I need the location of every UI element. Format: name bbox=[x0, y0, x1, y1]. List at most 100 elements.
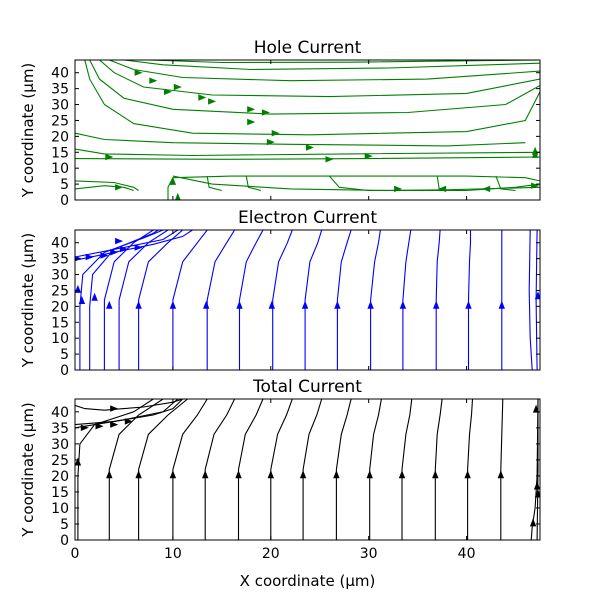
y-tick-label: 25 bbox=[51, 113, 69, 129]
flow-arrow bbox=[110, 405, 119, 412]
y-tick-label: 0 bbox=[60, 363, 69, 379]
y-tick-label: 40 bbox=[51, 236, 69, 252]
y-tick-label: 10 bbox=[51, 501, 69, 517]
total-current-title: Total Current bbox=[252, 377, 362, 397]
flow-arrow bbox=[85, 253, 94, 261]
flow-arrow bbox=[78, 296, 86, 304]
axes-frame bbox=[74, 59, 541, 201]
flow-arrow bbox=[202, 470, 209, 479]
flow-arrow bbox=[119, 245, 128, 253]
flow-arrow bbox=[433, 300, 440, 309]
flow-arrow bbox=[261, 109, 270, 116]
flow-arrow bbox=[75, 457, 82, 466]
y-tick-label: 40 bbox=[51, 405, 69, 421]
hole-current-title: Hole Current bbox=[254, 38, 362, 58]
plot-area bbox=[75, 230, 540, 370]
flow-arrow bbox=[464, 470, 471, 479]
flow-arrow bbox=[247, 118, 256, 126]
streamline bbox=[530, 399, 539, 540]
streamline bbox=[148, 60, 540, 64]
streamline bbox=[172, 399, 208, 540]
streamline bbox=[99, 60, 540, 98]
flow-arrow bbox=[236, 300, 243, 309]
y-tick-label: 10 bbox=[51, 161, 69, 177]
y-tick-label: 30 bbox=[51, 98, 69, 114]
streamline bbox=[495, 175, 516, 192]
flow-arrow bbox=[497, 470, 504, 479]
flow-arrow bbox=[149, 77, 158, 84]
streamline bbox=[245, 176, 262, 192]
flow-arrow bbox=[169, 300, 177, 309]
flow-arrow bbox=[267, 470, 274, 479]
streamline bbox=[204, 399, 236, 540]
flow-arrow bbox=[110, 421, 119, 428]
flow-arrow bbox=[333, 470, 340, 479]
streamline bbox=[79, 230, 164, 370]
y-tick-label: 0 bbox=[60, 193, 69, 209]
streamline bbox=[84, 60, 540, 136]
streamline bbox=[467, 230, 472, 370]
y-tick-label: 35 bbox=[51, 421, 69, 437]
flow-arrow bbox=[174, 192, 181, 200]
flow-arrow bbox=[198, 94, 207, 101]
streamline bbox=[528, 230, 533, 370]
y-tick-label: 30 bbox=[51, 437, 69, 453]
flow-arrow bbox=[399, 300, 407, 309]
streamline bbox=[89, 60, 540, 115]
axes-frame bbox=[74, 229, 541, 371]
flow-arrow bbox=[247, 106, 256, 113]
streamline bbox=[336, 230, 352, 370]
hole-current-ylabel: Y coordinate (µm) bbox=[19, 63, 37, 199]
y-tick-label: 15 bbox=[51, 315, 69, 331]
flow-arrow bbox=[465, 300, 472, 309]
flow-arrow bbox=[268, 300, 275, 309]
flow-arrow bbox=[173, 83, 182, 91]
x-tick-label: 40 bbox=[458, 546, 476, 562]
y-tick-label: 10 bbox=[51, 331, 69, 347]
total-current-ylabel: Y coordinate (µm) bbox=[19, 402, 37, 538]
flow-arrow bbox=[394, 185, 403, 193]
streamline bbox=[335, 399, 352, 540]
flow-arrow bbox=[325, 156, 334, 163]
flow-arrow bbox=[100, 252, 109, 259]
flow-arrow bbox=[124, 418, 133, 425]
y-tick-label: 5 bbox=[60, 177, 69, 193]
flow-arrow bbox=[235, 470, 242, 479]
y-tick-label: 0 bbox=[60, 533, 69, 549]
flow-arrow bbox=[134, 244, 143, 251]
flow-arrow bbox=[169, 176, 177, 185]
flow-arrow bbox=[105, 153, 114, 161]
y-tick-label: 5 bbox=[60, 517, 69, 533]
streamline bbox=[75, 148, 540, 157]
x-tick-label: 0 bbox=[71, 546, 80, 562]
y-tick-label: 35 bbox=[51, 82, 69, 98]
plot-area bbox=[75, 399, 540, 540]
y-tick-label: 15 bbox=[51, 145, 69, 161]
y-tick-label: 5 bbox=[60, 347, 69, 363]
streamline bbox=[108, 399, 164, 540]
streamline bbox=[401, 399, 413, 540]
y-tick-label: 15 bbox=[51, 485, 69, 501]
flow-arrow bbox=[529, 518, 537, 527]
hole-current-panel: Hole Current Y coordinate (µm) 051015202… bbox=[19, 38, 541, 209]
flow-arrow bbox=[203, 300, 210, 309]
flow-arrow bbox=[266, 138, 275, 146]
flow-arrow bbox=[91, 292, 98, 301]
streamline bbox=[536, 399, 539, 540]
plot-area bbox=[75, 60, 540, 200]
flow-arrow bbox=[482, 185, 491, 193]
flow-arrow bbox=[169, 470, 177, 479]
streamline bbox=[89, 230, 159, 370]
x-tick-label: 20 bbox=[262, 546, 280, 562]
flow-arrow bbox=[334, 300, 341, 309]
streamline bbox=[77, 399, 154, 540]
streamline bbox=[369, 399, 382, 540]
streamline bbox=[435, 230, 441, 370]
y-tick-label: 35 bbox=[51, 252, 69, 268]
streamline bbox=[434, 399, 443, 540]
flow-arrow bbox=[135, 470, 142, 479]
streamline bbox=[75, 399, 179, 429]
flow-arrow bbox=[305, 144, 314, 151]
flow-arrow bbox=[432, 470, 439, 479]
